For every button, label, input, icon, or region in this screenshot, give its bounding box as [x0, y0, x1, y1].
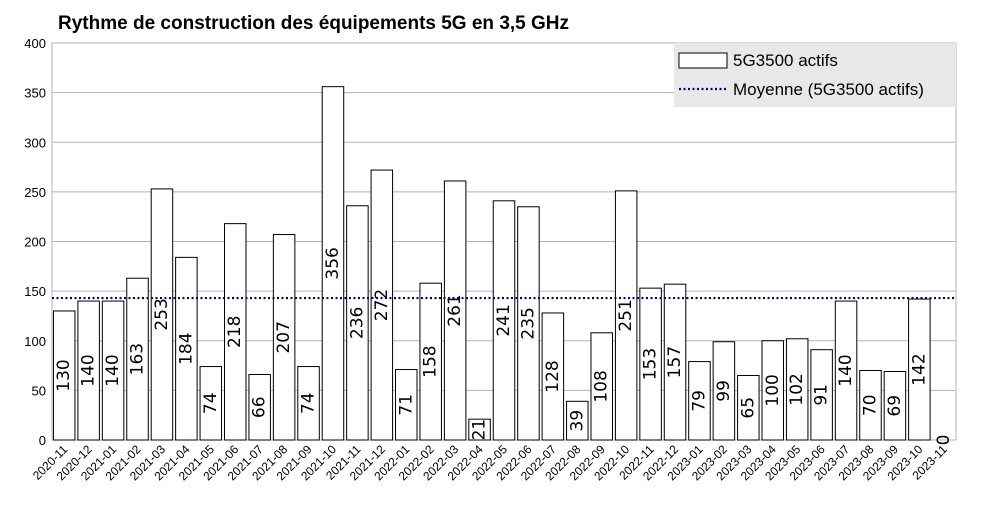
y-tick-label: 50 — [32, 383, 46, 398]
data-label: 91 — [812, 384, 832, 406]
y-tick-label: 200 — [24, 235, 46, 250]
data-label: 69 — [885, 395, 905, 417]
bar — [859, 370, 882, 441]
data-label: 39 — [567, 410, 587, 432]
x-axis: 2020-112020-122021-012021-022021-032021-… — [30, 442, 950, 483]
data-label: 102 — [787, 373, 807, 405]
bar — [810, 349, 833, 441]
y-tick-label: 100 — [24, 334, 46, 349]
bar — [541, 312, 565, 441]
bar — [395, 369, 418, 441]
bar — [297, 366, 320, 441]
data-label: 207 — [274, 321, 294, 353]
data-label: 130 — [54, 359, 74, 391]
data-label: 184 — [176, 332, 196, 364]
data-label: 0 — [934, 435, 954, 446]
data-label: 251 — [616, 299, 636, 331]
data-label: 163 — [128, 343, 148, 375]
data-label: 65 — [738, 397, 758, 419]
bar — [175, 256, 198, 441]
bars: 130 140 140 1632531847421866207743562362727… — [52, 86, 954, 446]
data-label: 261 — [445, 294, 465, 326]
data-label: 236 — [347, 307, 367, 339]
bar — [614, 190, 638, 441]
bar — [150, 188, 174, 441]
data-label: 74 — [299, 392, 319, 414]
y-tick-label: 300 — [24, 135, 46, 150]
y-axis: 0 50 100 150 200 250 300 350 400 — [24, 36, 46, 448]
bar — [908, 298, 931, 441]
bar — [566, 400, 589, 441]
data-label: 140 — [836, 354, 856, 386]
bar — [101, 300, 125, 441]
legend-label-mean: Moyenne (5G3500 actifs) — [733, 80, 924, 99]
legend-label-bars: 5G3500 actifs — [733, 51, 838, 70]
data-label: 253 — [152, 298, 172, 330]
bar — [590, 332, 613, 441]
legend: 5G3500 actifs Moyenne (5G3500 actifs) — [674, 43, 956, 107]
bar — [370, 169, 394, 441]
data-label: 128 — [543, 360, 563, 392]
bar — [834, 300, 858, 441]
data-label: 21 — [470, 419, 490, 441]
bar — [126, 277, 149, 441]
data-label: 100 — [763, 374, 783, 406]
data-label: 272 — [372, 289, 392, 321]
bar — [785, 338, 809, 441]
y-tick-label: 350 — [24, 86, 46, 101]
data-label: 241 — [494, 304, 514, 336]
data-label: 66 — [250, 396, 270, 418]
bar — [663, 283, 687, 441]
bar — [443, 180, 467, 441]
y-tick-label: 250 — [24, 185, 46, 200]
data-label: 140 — [79, 354, 99, 386]
bar — [468, 418, 491, 441]
bar — [492, 200, 516, 441]
data-label: 142 — [909, 353, 929, 385]
bar — [346, 205, 369, 441]
data-label: 108 — [592, 370, 612, 402]
bar — [52, 310, 76, 441]
data-label: 158 — [421, 345, 441, 377]
bar — [419, 282, 442, 441]
y-tick-label: 150 — [24, 284, 46, 299]
chart-title: Rythme de construction des équipements 5… — [58, 13, 569, 34]
bar — [272, 234, 296, 441]
bar — [737, 374, 760, 441]
data-label: 140 — [103, 354, 123, 386]
bar — [761, 340, 785, 441]
bar — [688, 361, 711, 441]
data-label: 235 — [518, 307, 538, 339]
data-label: 157 — [665, 346, 685, 378]
data-label: 74 — [201, 392, 221, 414]
bar — [883, 371, 907, 441]
data-label: 79 — [689, 390, 709, 412]
data-label: 153 — [641, 348, 661, 380]
legend-swatch-bar — [678, 52, 728, 69]
bar — [199, 366, 223, 441]
bar — [77, 300, 100, 441]
bar — [248, 373, 271, 441]
bar — [712, 341, 736, 441]
data-label: 71 — [396, 394, 416, 416]
data-label: 356 — [323, 247, 343, 279]
data-label: 218 — [225, 316, 245, 348]
bar — [223, 223, 247, 441]
bar — [321, 86, 345, 441]
y-tick-label: 400 — [24, 36, 46, 51]
data-label: 70 — [860, 394, 880, 416]
bar — [517, 206, 540, 441]
data-label: 99 — [714, 380, 734, 402]
bar — [639, 287, 662, 441]
y-tick-label: 0 — [39, 433, 46, 448]
